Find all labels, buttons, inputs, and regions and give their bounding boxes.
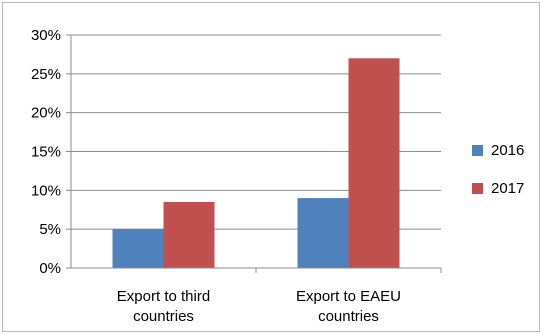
bar-2017-1	[348, 58, 400, 268]
bar-2016-1	[297, 198, 349, 268]
y-tick-label: 0%	[39, 260, 61, 277]
y-tick-label: 15%	[31, 144, 61, 161]
bar-chart: 0% 5% 10% 15% 20% 25% 30% Export to third count…	[31, 27, 524, 325]
bar-2017-0	[163, 201, 215, 268]
y-tick-label: 5%	[39, 221, 61, 238]
y-tick-labels: 0% 5% 10% 15% 20% 25% 30%	[31, 27, 61, 277]
chart-frame: 0% 5% 10% 15% 20% 25% 30% Export to third count…	[2, 2, 540, 332]
legend-swatch-2017	[472, 183, 483, 194]
axes	[66, 34, 442, 273]
legend-swatch-2016	[472, 145, 483, 156]
legend: 2016 2017	[472, 142, 524, 197]
x-category-label: countries	[133, 308, 194, 325]
y-tick-label: 20%	[31, 105, 61, 122]
legend-label-2016: 2016	[491, 142, 524, 159]
y-tick-label: 25%	[31, 66, 61, 83]
x-category-labels: Export to third countries Export to EAEU co…	[117, 288, 401, 325]
y-tick-label: 10%	[31, 182, 61, 199]
x-category-label: Export to third	[117, 288, 210, 305]
x-category-label: countries	[318, 308, 379, 325]
bar-2016-0	[112, 229, 164, 268]
bars	[112, 58, 400, 268]
y-tick-label: 30%	[31, 27, 61, 44]
x-category-label: Export to EAEU	[296, 288, 401, 305]
legend-label-2017: 2017	[491, 180, 524, 197]
